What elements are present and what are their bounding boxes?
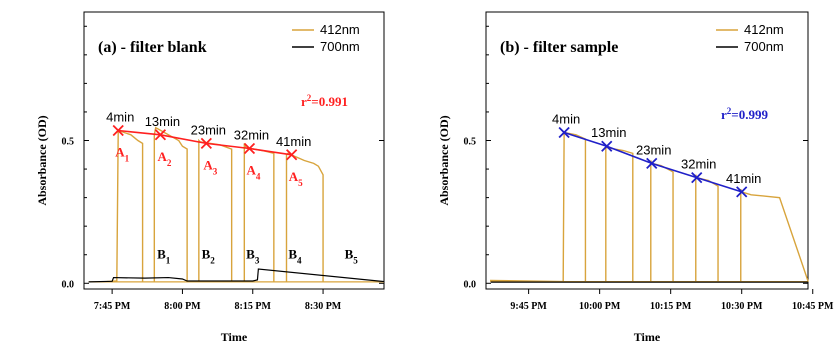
a-label: A2 — [157, 149, 171, 168]
chart-title: (b) - filter sample — [500, 39, 618, 56]
b-label-letter: B — [157, 247, 166, 262]
a-label: A5 — [289, 169, 303, 188]
x-tick-label: 10:30 PM — [721, 301, 763, 312]
legend-label: 700nm — [320, 39, 360, 54]
x-axis-label: Time — [634, 330, 661, 344]
r-value: =0.991 — [311, 94, 348, 109]
b-label: B4 — [288, 247, 302, 266]
fit-point-marker — [736, 186, 748, 198]
a-label-letter: A — [115, 145, 125, 160]
a-label-letter: A — [289, 169, 299, 184]
series-700nm-line — [88, 268, 385, 283]
series-412nm-segment — [490, 131, 587, 283]
fit-point-marker — [558, 126, 570, 139]
fit-point-marker — [154, 129, 167, 141]
b-label-letter: B — [202, 247, 211, 262]
b-label: B1 — [157, 247, 171, 266]
time-label: 23min — [636, 142, 671, 157]
time-label: 4min — [106, 110, 134, 125]
y-axis-label: Absorbance (OD) — [437, 115, 451, 205]
x-tick-label: 10:15 PM — [650, 301, 692, 312]
series-412nm-segment — [695, 174, 719, 282]
a-label-letter: A — [157, 149, 167, 164]
b-label-subscript: 3 — [255, 256, 260, 266]
fit-point-marker — [601, 140, 613, 152]
r-symbol: r — [721, 107, 727, 122]
r-squared-label: r2=0.991 — [301, 93, 348, 109]
r-superscript: 2 — [307, 93, 312, 103]
x-tick-label: 10:45 PM — [792, 301, 834, 312]
y-tick-label: 0.0 — [464, 279, 477, 290]
legend-label: 700nm — [744, 39, 784, 54]
series-412nm-segment — [740, 188, 809, 282]
legend-label: 412nm — [744, 22, 784, 37]
fit-point-marker — [200, 137, 212, 149]
a-label-subscript: 4 — [256, 172, 261, 182]
fit-point-marker — [646, 157, 658, 169]
panel-a: 0.0 0.5 7:45 PM 8:00 PM 8:15 PM 8:30 PM Time Ab… — [35, 11, 385, 344]
x-tick-label: 9:45 PM — [510, 301, 547, 312]
a-label-letter: A — [247, 163, 257, 178]
a-label-letter: A — [203, 157, 213, 172]
a-label-subscript: 5 — [298, 178, 303, 188]
series-412nm-segment — [605, 143, 634, 282]
time-label: 13min — [145, 114, 180, 129]
a-label: A4 — [247, 163, 261, 182]
time-label: 13min — [591, 125, 626, 140]
time-label: 32min — [681, 157, 716, 172]
y-tick-label: 0.0 — [62, 279, 75, 290]
a-label: A3 — [203, 157, 217, 176]
b-label-subscript: 2 — [210, 256, 215, 266]
b-label-letter: B — [345, 247, 354, 262]
r-symbol: r — [301, 94, 307, 109]
chart-title: (a) - filter blank — [98, 39, 207, 56]
legend-label: 412nm — [320, 22, 360, 37]
a-label-subscript: 1 — [125, 154, 130, 164]
x-tick-label: 8:15 PM — [235, 301, 272, 312]
time-label: 23min — [191, 122, 226, 137]
time-label: 4min — [552, 112, 580, 127]
plot-frame — [83, 11, 385, 290]
x-axis-label: Time — [221, 330, 248, 344]
series-412nm-segment — [650, 160, 674, 282]
x-tick-label: 8:00 PM — [164, 301, 201, 312]
fit-point-marker — [286, 149, 298, 161]
y-axis-label: Absorbance (OD) — [35, 115, 49, 205]
r-value: =0.999 — [731, 107, 768, 122]
b-label-subscript: 4 — [297, 256, 302, 266]
b-label-subscript: 1 — [166, 256, 171, 266]
x-tick-label: 10:00 PM — [579, 301, 621, 312]
time-label: 32min — [234, 128, 269, 143]
a-label-subscript: 2 — [167, 158, 172, 168]
b-label: B3 — [246, 247, 260, 266]
fit-point-marker — [112, 124, 124, 137]
y-tick-label: 0.5 — [62, 137, 75, 148]
panel-b: 0.0 0.5 9:45 PM 10:00 PM 10:15 PM 10:30 PM 10:… — [437, 11, 834, 344]
r-squared-label: r2=0.999 — [721, 106, 768, 122]
b-label-letter: B — [288, 247, 297, 262]
x-tick-label: 8:30 PM — [305, 301, 342, 312]
a-label: A1 — [115, 145, 129, 164]
b-label: B5 — [345, 247, 359, 266]
fit-point-marker — [243, 142, 256, 155]
time-label: 41min — [276, 134, 311, 149]
b-label-subscript: 5 — [353, 256, 358, 266]
fit-point-marker — [691, 171, 703, 184]
plot-frame — [485, 11, 809, 290]
a-label-subscript: 3 — [213, 166, 218, 176]
y-tick-label: 0.5 — [464, 137, 477, 148]
time-label: 41min — [726, 171, 761, 186]
r-superscript: 2 — [727, 106, 732, 116]
b-label: B2 — [202, 247, 216, 266]
b-label-letter: B — [246, 247, 255, 262]
x-tick-label: 7:45 PM — [94, 301, 131, 312]
